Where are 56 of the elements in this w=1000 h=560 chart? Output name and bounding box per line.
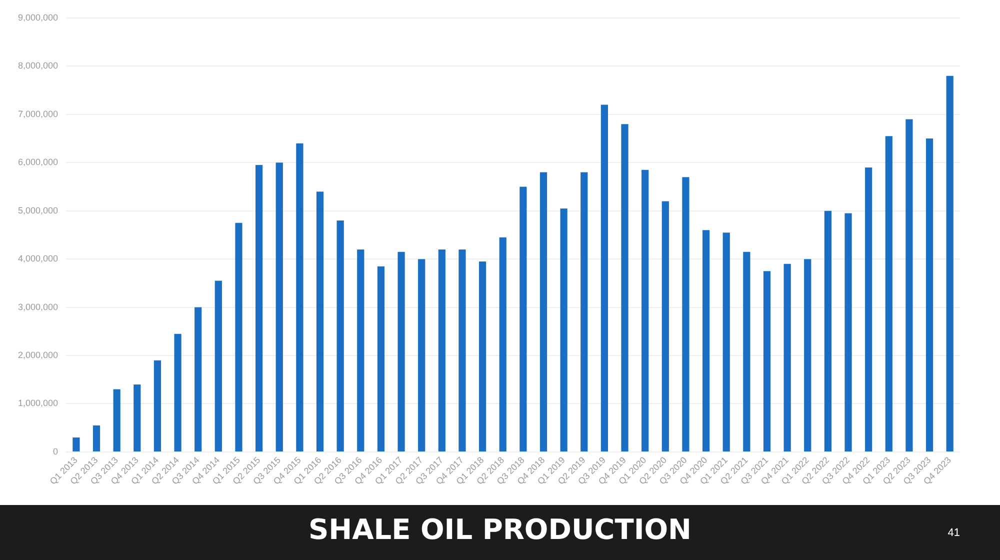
text: SHALE OIL PRODUCTION <box>308 513 692 546</box>
bar <box>256 165 263 452</box>
bar <box>316 192 324 452</box>
bar <box>398 252 405 452</box>
bar <box>92 425 100 452</box>
bar <box>885 136 892 452</box>
bar <box>621 124 628 452</box>
bar <box>134 384 141 452</box>
y-tick-label: 5,000,000 <box>18 205 58 216</box>
bar <box>377 266 385 452</box>
bar <box>540 172 548 452</box>
bar <box>478 261 486 452</box>
bar <box>865 167 872 452</box>
bar <box>438 249 446 452</box>
bar <box>560 208 568 452</box>
bar <box>642 170 649 452</box>
bar <box>926 138 934 452</box>
bar <box>682 177 690 452</box>
text: 41 <box>948 527 960 539</box>
bar <box>418 259 426 452</box>
y-tick-label: 3,000,000 <box>18 302 58 312</box>
y-tick-label: 1,000,000 <box>18 398 58 408</box>
y-tick-label: 6,000,000 <box>18 157 58 168</box>
bar <box>580 172 588 452</box>
bar <box>743 252 750 452</box>
bar <box>174 334 182 452</box>
y-tick-label: 2,000,000 <box>18 350 58 360</box>
bar <box>722 232 730 452</box>
bar <box>458 249 466 452</box>
bar <box>946 76 954 452</box>
bar <box>296 143 304 452</box>
bar <box>520 186 527 452</box>
y-tick-label: 9,000,000 <box>18 12 58 22</box>
bar <box>499 237 506 452</box>
bar <box>357 249 364 452</box>
bar <box>154 360 162 452</box>
y-tick-label: 7,000,000 <box>18 108 58 119</box>
y-tick-label: 0 <box>53 446 58 456</box>
bar <box>600 104 608 452</box>
bar <box>113 389 120 452</box>
bar <box>235 222 242 452</box>
bar <box>824 210 832 452</box>
bar <box>844 213 852 452</box>
bar <box>702 230 710 452</box>
bar <box>276 162 283 452</box>
bar <box>336 220 344 452</box>
bar <box>906 119 913 452</box>
y-tick-label: 8,000,000 <box>18 60 58 71</box>
bar <box>662 201 669 452</box>
bar <box>763 271 771 452</box>
bar <box>194 307 202 452</box>
bar <box>784 264 791 452</box>
y-tick-label: 4,000,000 <box>18 254 58 264</box>
bar <box>804 259 812 452</box>
bar <box>214 280 222 452</box>
bar <box>72 437 80 452</box>
